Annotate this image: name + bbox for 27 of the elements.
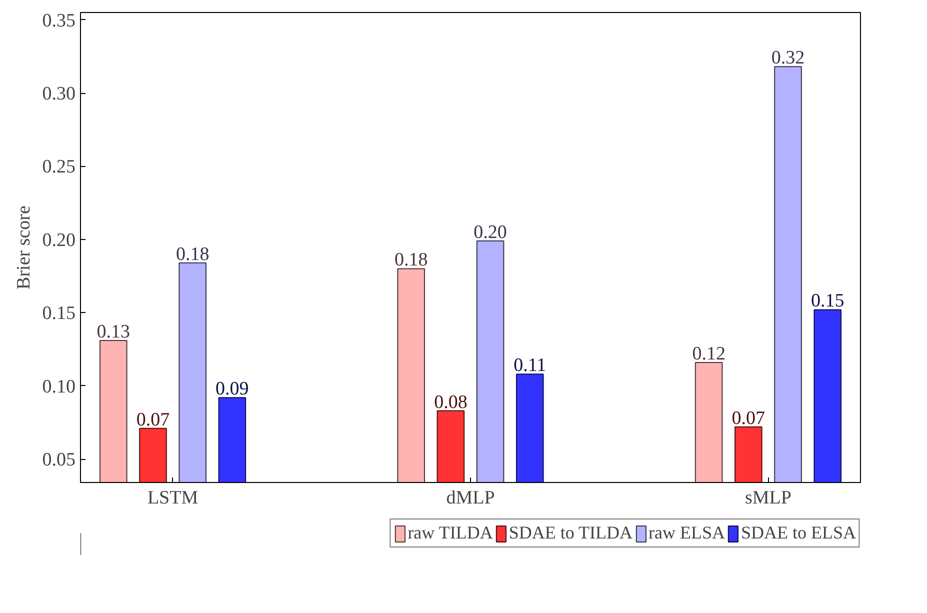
data-label: 0.12: [692, 343, 726, 364]
y-axis-title: Brier score: [13, 206, 34, 290]
data-label: 0.08: [434, 392, 468, 413]
x-tick-label: dMLP: [446, 488, 495, 508]
data-label: 0.13: [96, 321, 130, 342]
data-label: 0.32: [771, 48, 805, 69]
data-label: 0.11: [514, 355, 546, 376]
y-tick-label: 0.25: [42, 156, 76, 178]
x-tick-label: LSTM: [147, 488, 198, 508]
data-label: 0.09: [216, 378, 249, 400]
y-tick-label: 0.30: [42, 84, 76, 105]
legend-label: raw TILDA: [408, 522, 493, 544]
legend-label: SDAE to TILDA: [508, 522, 632, 544]
data-label: 0.07: [732, 408, 766, 429]
y-tick-label: 0.20: [42, 230, 76, 251]
data-label: 0.18: [176, 244, 210, 265]
legend-label: raw ELSA: [648, 522, 725, 544]
x-tick-label: sMLP: [744, 488, 792, 508]
y-tick-label: 0.05: [42, 450, 76, 471]
data-label: 0.15: [810, 290, 844, 312]
data-label: 0.18: [394, 250, 428, 271]
data-label: 0.07: [136, 409, 170, 430]
y-tick-label: 0.15: [42, 303, 76, 324]
data-label: 0.20: [474, 222, 507, 243]
legend-label: SDAE to ELSA: [740, 522, 856, 544]
y-tick-label: 0.10: [42, 376, 76, 398]
y-tick-label: 0.35: [42, 10, 76, 32]
